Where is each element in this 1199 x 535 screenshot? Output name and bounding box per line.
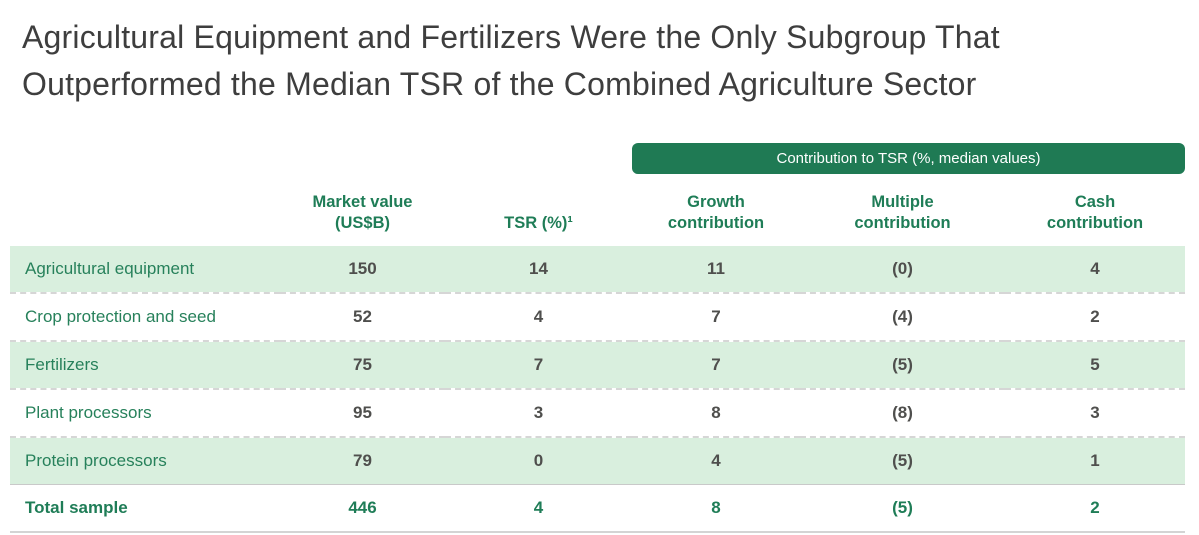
- title-line-1: Agricultural Equipment and Fertilizers W…: [22, 19, 1000, 55]
- cell-multiple: (5): [800, 484, 1005, 533]
- cell-growth: 8: [632, 484, 800, 533]
- cell-multiple: (5): [800, 342, 1005, 390]
- col-header-label: [10, 174, 280, 246]
- cell-growth: 11: [632, 246, 800, 294]
- cell-market-value: 52: [280, 294, 445, 342]
- tsr-table: Contribution to TSR (%, median values) M…: [10, 142, 1186, 533]
- cell-cash: 4: [1005, 246, 1186, 294]
- title-line-2: Outperformed the Median TSR of the Combi…: [22, 66, 977, 102]
- col-header-growth-line1: Growth: [687, 193, 745, 211]
- table-row-total-sample: Total sample 446 4 8 (5) 2: [10, 484, 1186, 533]
- row-label: Plant processors: [10, 390, 280, 438]
- row-label: Crop protection and seed: [10, 294, 280, 342]
- cell-market-value: 95: [280, 390, 445, 438]
- cell-cash: 3: [1005, 390, 1186, 438]
- cell-tsr: 3: [445, 390, 632, 438]
- col-header-growth-line2: contribution: [667, 214, 765, 232]
- group-header-row: Contribution to TSR (%, median values): [10, 142, 1186, 174]
- cell-tsr: 14: [445, 246, 632, 294]
- column-header-row: Market value (US$B) TSR (%)¹ Growth cont…: [10, 174, 1185, 246]
- cell-growth: 7: [632, 342, 800, 390]
- group-header-band: Contribution to TSR (%, median values): [632, 142, 1186, 174]
- col-header-market-value-line2: (US$B): [334, 214, 390, 232]
- cell-tsr: 4: [445, 294, 632, 342]
- table-row-fertilizers: Fertilizers 75 7 7 (5) 5: [10, 342, 1186, 390]
- cell-growth: 8: [632, 390, 800, 438]
- cell-multiple: (8): [800, 390, 1005, 438]
- col-header-multiple-line2: contribution: [854, 214, 951, 232]
- group-header-cell: Contribution to TSR (%, median values): [632, 142, 1186, 174]
- col-header-cash: Cash contribution: [1005, 174, 1185, 246]
- cell-tsr: 4: [445, 484, 632, 533]
- cell-multiple: (4): [800, 294, 1005, 342]
- col-header-cash-line1: Cash: [1074, 193, 1116, 211]
- cell-growth: 7: [632, 294, 800, 342]
- group-header-label: Contribution to TSR (%, median values): [776, 149, 1041, 167]
- row-label: Protein processors: [10, 438, 280, 484]
- cell-cash: 2: [1005, 294, 1186, 342]
- table-row-protein-processors: Protein processors 79 0 4 (5) 1: [10, 438, 1186, 484]
- col-header-multiple: Multiple contribution: [800, 174, 1005, 246]
- cell-tsr: 7: [445, 342, 632, 390]
- group-header-spacer: [10, 142, 632, 174]
- cell-tsr: 0: [445, 438, 632, 484]
- cell-multiple: (5): [800, 438, 1005, 484]
- col-header-multiple-line1: Multiple: [871, 193, 934, 211]
- cell-growth: 4: [632, 438, 800, 484]
- col-header-market-value-line1: Market value: [312, 193, 413, 211]
- table-row-agricultural-equipment: Agricultural equipment 150 14 11 (0) 4: [10, 246, 1186, 294]
- row-label: Agricultural equipment: [10, 246, 280, 294]
- col-header-tsr-line1: TSR (%)¹: [504, 214, 573, 232]
- table-row-crop-protection-and-seed: Crop protection and seed 52 4 7 (4) 2: [10, 294, 1186, 342]
- cell-market-value: 150: [280, 246, 445, 294]
- row-label: Total sample: [10, 484, 280, 533]
- cell-market-value: 79: [280, 438, 445, 484]
- table-row-plant-processors: Plant processors 95 3 8 (8) 3: [10, 390, 1186, 438]
- row-label: Fertilizers: [10, 342, 280, 390]
- cell-market-value: 446: [280, 484, 445, 533]
- slide: Agricultural Equipment and Fertilizers W…: [0, 14, 1199, 535]
- cell-multiple: (0): [800, 246, 1005, 294]
- cell-cash: 2: [1005, 484, 1186, 533]
- cell-cash: 5: [1005, 342, 1186, 390]
- cell-market-value: 75: [280, 342, 445, 390]
- col-header-cash-line2: contribution: [1046, 214, 1144, 232]
- col-header-market-value: Market value (US$B): [280, 174, 445, 246]
- col-header-tsr: TSR (%)¹: [445, 174, 632, 246]
- page-title: Agricultural Equipment and Fertilizers W…: [22, 14, 1199, 108]
- col-header-growth: Growth contribution: [632, 174, 800, 246]
- cell-cash: 1: [1005, 438, 1186, 484]
